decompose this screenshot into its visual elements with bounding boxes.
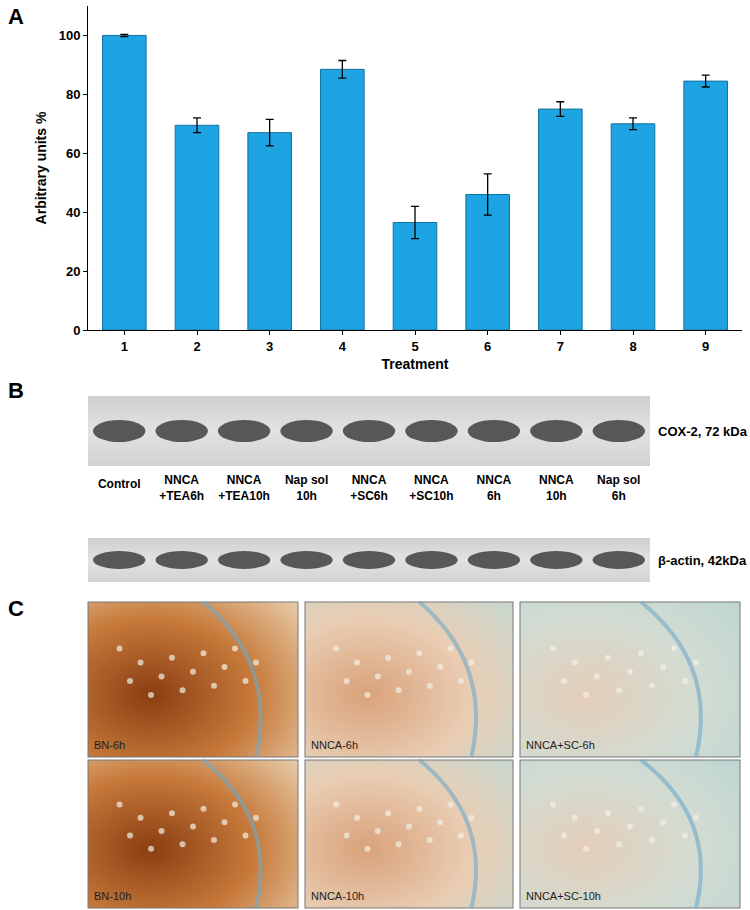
svg-text:100: 100 [59, 28, 81, 43]
svg-text:NNCA-10h: NNCA-10h [311, 890, 364, 902]
svg-text:NNCA: NNCA [352, 473, 387, 487]
svg-text:NNCA: NNCA [539, 473, 574, 487]
svg-text:NNCA: NNCA [164, 473, 199, 487]
svg-text:BN-6h: BN-6h [94, 739, 125, 751]
svg-text:8: 8 [629, 339, 636, 354]
svg-text:β-actin, 42kDa: β-actin, 42kDa [658, 553, 747, 568]
svg-text:+TEA6h: +TEA6h [159, 489, 204, 503]
svg-text:60: 60 [66, 146, 80, 161]
html-text:B: B [8, 378, 24, 403]
svg-text:NNCA-6h: NNCA-6h [311, 739, 358, 751]
svg-text:Nap sol: Nap sol [597, 473, 640, 487]
html-text:A: A [8, 4, 24, 29]
svg-text:NNCA: NNCA [414, 473, 449, 487]
svg-text:BN-10h: BN-10h [94, 890, 131, 902]
svg-text:40: 40 [66, 205, 80, 220]
svg-text:+SC6h: +SC6h [350, 489, 388, 503]
svg-text:6h: 6h [487, 489, 501, 503]
svg-text:0: 0 [73, 323, 80, 338]
svg-text:NNCA: NNCA [227, 473, 262, 487]
svg-text:6: 6 [484, 339, 491, 354]
svg-text:6h: 6h [612, 489, 626, 503]
svg-text:4: 4 [339, 339, 347, 354]
svg-text:2: 2 [193, 339, 200, 354]
svg-text:20: 20 [66, 264, 80, 279]
svg-text:NNCA+SC-6h: NNCA+SC-6h [526, 739, 595, 751]
svg-text:+SC10h: +SC10h [409, 489, 453, 503]
svg-text:5: 5 [411, 339, 418, 354]
svg-text:10h: 10h [296, 489, 317, 503]
svg-text:80: 80 [66, 87, 80, 102]
svg-text:7: 7 [557, 339, 564, 354]
svg-text:Arbitrary units %: Arbitrary units % [33, 111, 49, 224]
svg-text:+TEA10h: +TEA10h [218, 489, 270, 503]
svg-text:COX-2, 72 kDa: COX-2, 72 kDa [658, 424, 748, 439]
svg-text:NNCA+SC-10h: NNCA+SC-10h [526, 890, 601, 902]
svg-text:Control: Control [98, 477, 141, 491]
svg-text:9: 9 [702, 339, 709, 354]
svg-text:10h: 10h [546, 489, 567, 503]
svg-text:Treatment: Treatment [382, 356, 449, 372]
svg-text:NNCA: NNCA [477, 473, 512, 487]
svg-text:1: 1 [121, 339, 128, 354]
html-text:C: C [8, 596, 24, 621]
svg-text:3: 3 [266, 339, 273, 354]
svg-text:Nap sol: Nap sol [285, 473, 328, 487]
